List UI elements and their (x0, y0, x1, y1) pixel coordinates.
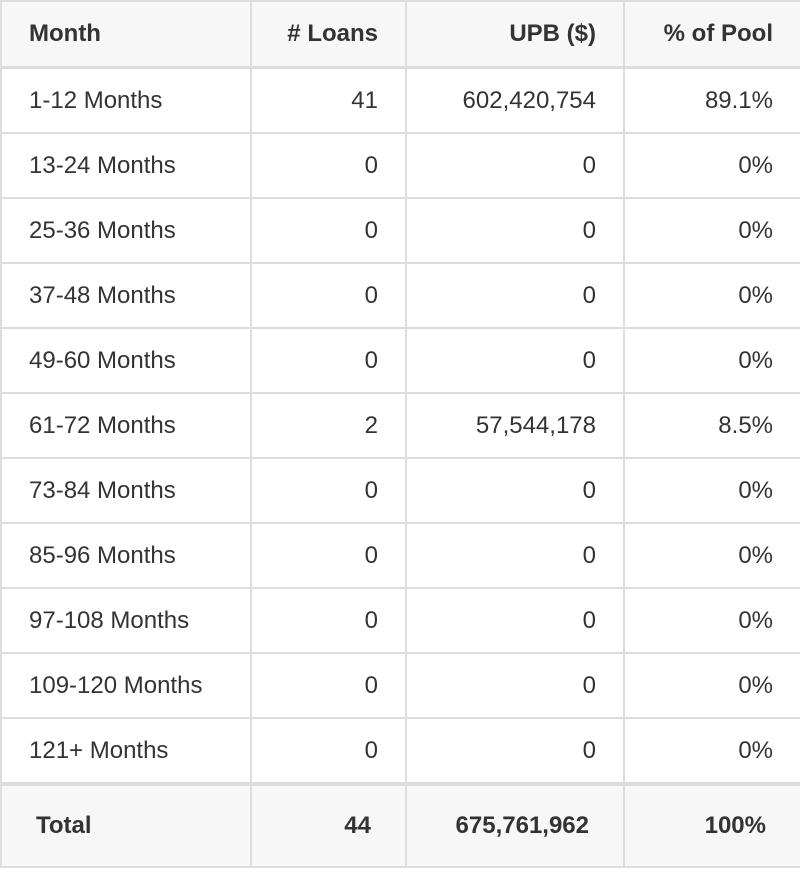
cell-loans: 0 (250, 652, 407, 719)
cell-loans: 0 (250, 522, 407, 589)
table-row: 13-24 Months 0 0 0% (0, 132, 800, 199)
cell-month: 13-24 Months (0, 132, 252, 199)
cell-pct: 0% (623, 522, 800, 589)
header-loans: # Loans (250, 0, 407, 69)
cell-pct: 0% (623, 262, 800, 329)
cell-pct: 0% (623, 652, 800, 719)
cell-upb: 0 (405, 327, 625, 394)
cell-pct: 8.5% (623, 392, 800, 459)
cell-loans: 2 (250, 392, 407, 459)
cell-upb: 0 (405, 457, 625, 524)
header-month: Month (0, 0, 252, 69)
total-pct: 100% (623, 782, 800, 868)
cell-pct: 89.1% (623, 66, 800, 134)
cell-month: 121+ Months (0, 717, 252, 785)
table-row: 121+ Months 0 0 0% (0, 717, 800, 785)
cell-pct: 0% (623, 132, 800, 199)
cell-loans: 0 (250, 587, 407, 654)
loan-term-table: Month # Loans UPB ($) % of Pool 1-12 Mon… (0, 0, 800, 868)
header-row: Month # Loans UPB ($) % of Pool (0, 0, 800, 69)
table-row: 97-108 Months 0 0 0% (0, 587, 800, 654)
cell-month: 25-36 Months (0, 197, 252, 264)
cell-upb: 0 (405, 652, 625, 719)
cell-loans: 0 (250, 132, 407, 199)
cell-month: 1-12 Months (0, 66, 252, 134)
cell-month: 73-84 Months (0, 457, 252, 524)
cell-upb: 0 (405, 522, 625, 589)
cell-month: 109-120 Months (0, 652, 252, 719)
table-row: 37-48 Months 0 0 0% (0, 262, 800, 329)
table-row: 1-12 Months 41 602,420,754 89.1% (0, 66, 800, 134)
cell-month: 49-60 Months (0, 327, 252, 394)
cell-pct: 0% (623, 327, 800, 394)
cell-loans: 0 (250, 262, 407, 329)
header-pct: % of Pool (623, 0, 800, 69)
cell-upb: 0 (405, 132, 625, 199)
table-row: 85-96 Months 0 0 0% (0, 522, 800, 589)
cell-upb: 0 (405, 587, 625, 654)
cell-month: 61-72 Months (0, 392, 252, 459)
cell-pct: 0% (623, 587, 800, 654)
table-row: 61-72 Months 2 57,544,178 8.5% (0, 392, 800, 459)
total-label: Total (0, 782, 252, 868)
cell-loans: 0 (250, 717, 407, 785)
cell-month: 37-48 Months (0, 262, 252, 329)
cell-upb: 0 (405, 197, 625, 264)
cell-pct: 0% (623, 197, 800, 264)
cell-pct: 0% (623, 717, 800, 785)
cell-month: 85-96 Months (0, 522, 252, 589)
table-row: 109-120 Months 0 0 0% (0, 652, 800, 719)
header-upb: UPB ($) (405, 0, 625, 69)
cell-upb: 0 (405, 717, 625, 785)
total-loans: 44 (250, 782, 407, 868)
table-row: 25-36 Months 0 0 0% (0, 197, 800, 264)
cell-loans: 0 (250, 197, 407, 264)
cell-upb: 0 (405, 262, 625, 329)
table-row: 73-84 Months 0 0 0% (0, 457, 800, 524)
cell-loans: 0 (250, 457, 407, 524)
cell-month: 97-108 Months (0, 587, 252, 654)
cell-upb: 602,420,754 (405, 66, 625, 134)
total-upb: 675,761,962 (405, 782, 625, 868)
cell-pct: 0% (623, 457, 800, 524)
total-row: Total 44 675,761,962 100% (0, 782, 800, 868)
cell-upb: 57,544,178 (405, 392, 625, 459)
table-row: 49-60 Months 0 0 0% (0, 327, 800, 394)
cell-loans: 41 (250, 66, 407, 134)
cell-loans: 0 (250, 327, 407, 394)
